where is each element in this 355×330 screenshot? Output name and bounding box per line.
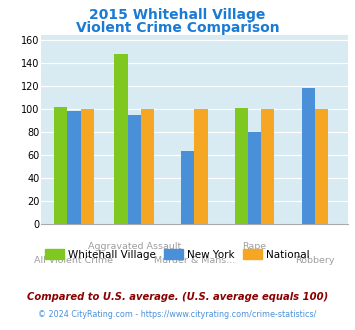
Bar	[141, 110, 154, 224]
Text: Compared to U.S. average. (U.S. average equals 100): Compared to U.S. average. (U.S. average …	[27, 292, 328, 302]
Text: © 2024 CityRating.com - https://www.cityrating.com/crime-statistics/: © 2024 CityRating.com - https://www.city…	[38, 310, 317, 319]
Bar	[261, 110, 274, 224]
Legend: Whitehall Village, New York, National: Whitehall Village, New York, National	[41, 245, 314, 264]
Text: Murder & Mans...: Murder & Mans...	[154, 256, 235, 265]
Text: Aggravated Assault: Aggravated Assault	[88, 243, 181, 251]
Text: All Violent Crime: All Violent Crime	[34, 256, 114, 265]
Text: Violent Crime Comparison: Violent Crime Comparison	[76, 21, 279, 35]
Bar	[301, 87, 315, 224]
Bar	[195, 110, 208, 224]
Bar	[67, 111, 81, 224]
Text: Robbery: Robbery	[295, 256, 334, 265]
Bar	[181, 151, 195, 224]
Text: 2015 Whitehall Village: 2015 Whitehall Village	[89, 8, 266, 22]
Bar	[81, 110, 94, 224]
Bar	[54, 107, 67, 224]
Text: Rape: Rape	[242, 243, 267, 251]
Bar	[248, 132, 261, 224]
Bar	[235, 108, 248, 224]
Bar	[315, 110, 328, 224]
Bar	[114, 54, 127, 224]
Bar	[127, 115, 141, 224]
